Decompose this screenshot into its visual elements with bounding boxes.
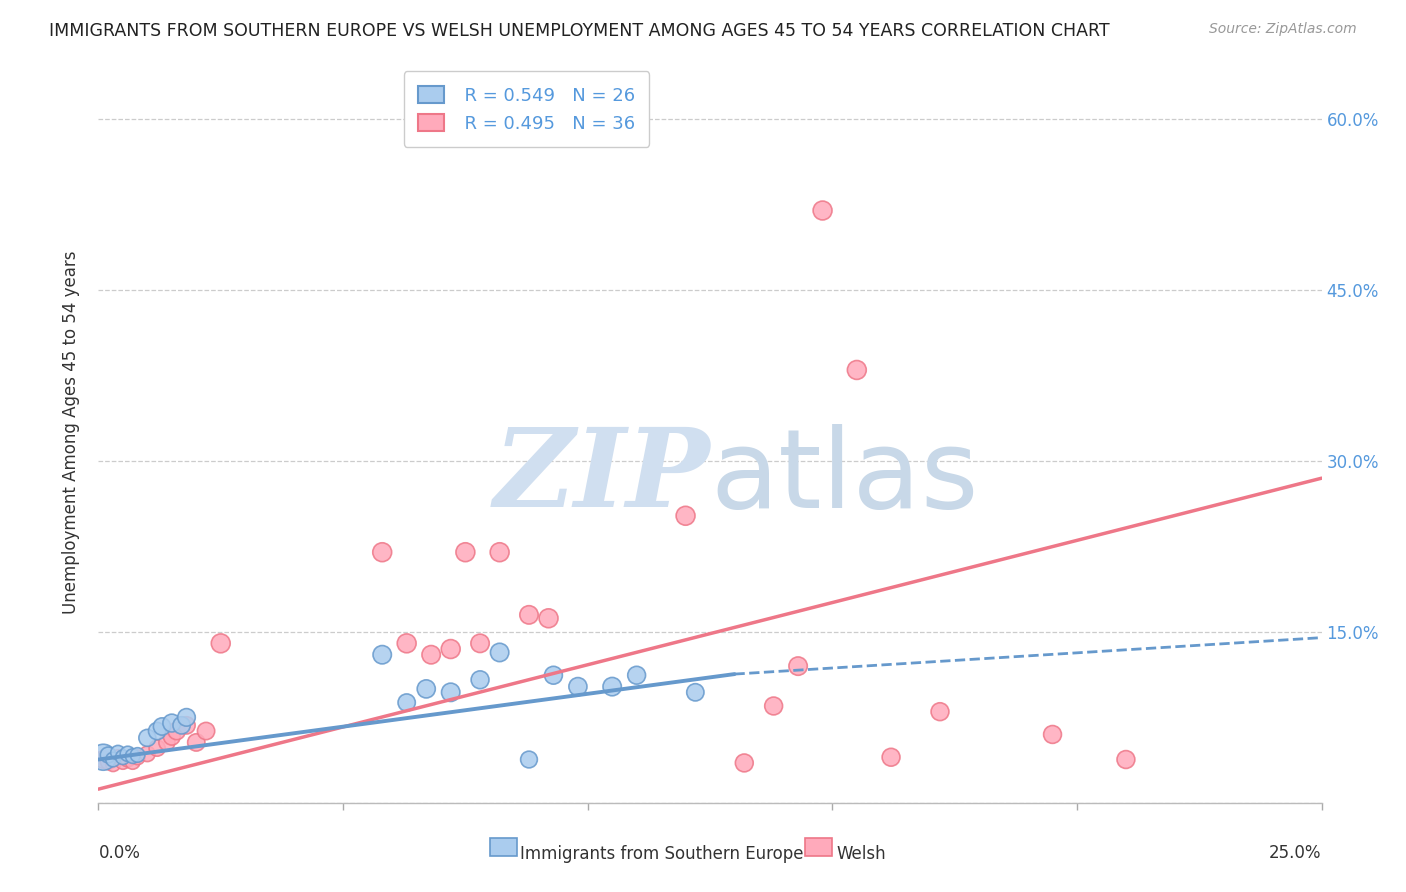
Point — [117, 752, 139, 766]
Point — [176, 718, 198, 732]
Point — [156, 735, 179, 749]
Point — [685, 685, 707, 699]
Point — [166, 724, 188, 739]
Point — [468, 636, 491, 650]
Point — [454, 545, 477, 559]
Legend:   R = 0.549   N = 26,   R = 0.495   N = 36: R = 0.549 N = 26, R = 0.495 N = 36 — [404, 71, 650, 147]
Point — [543, 668, 565, 682]
Point — [811, 203, 834, 218]
Point — [91, 752, 114, 766]
Point — [845, 363, 868, 377]
Point — [195, 724, 218, 739]
Point — [170, 718, 193, 732]
Point — [1042, 727, 1064, 741]
Point — [136, 747, 159, 761]
Point — [160, 730, 183, 744]
Point — [440, 685, 463, 699]
Point — [440, 642, 463, 657]
Point — [127, 750, 149, 764]
Point — [488, 645, 510, 659]
Point — [146, 724, 169, 739]
Point — [1115, 752, 1137, 766]
Text: 25.0%: 25.0% — [1270, 844, 1322, 862]
Point — [517, 607, 540, 622]
Point — [111, 755, 134, 769]
Point — [150, 719, 173, 733]
Text: Welsh: Welsh — [837, 845, 886, 863]
Point — [101, 757, 124, 772]
Point — [107, 750, 129, 764]
Text: atlas: atlas — [710, 424, 979, 531]
Point — [675, 508, 697, 523]
Point — [186, 735, 208, 749]
Bar — [806, 838, 832, 856]
Point — [117, 747, 139, 761]
Point — [626, 668, 648, 682]
Point — [567, 680, 589, 694]
Point — [127, 747, 149, 762]
Point — [395, 696, 418, 710]
Point — [91, 750, 114, 764]
Point — [111, 750, 134, 764]
Point — [97, 755, 120, 769]
Point — [880, 750, 903, 764]
Point — [600, 680, 623, 694]
Point — [517, 752, 540, 766]
Point — [121, 755, 143, 769]
Point — [121, 749, 143, 764]
Point — [395, 636, 418, 650]
Point — [787, 659, 810, 673]
Point — [101, 752, 124, 766]
Point — [136, 731, 159, 745]
Point — [209, 636, 232, 650]
Text: Immigrants from Southern Europe: Immigrants from Southern Europe — [520, 845, 804, 863]
Point — [468, 673, 491, 687]
Point — [371, 648, 394, 662]
Point — [107, 746, 129, 760]
Bar — [489, 838, 517, 856]
Point — [176, 710, 198, 724]
Point — [537, 611, 560, 625]
Point — [160, 716, 183, 731]
Point — [146, 741, 169, 756]
Y-axis label: Unemployment Among Ages 45 to 54 years: Unemployment Among Ages 45 to 54 years — [62, 251, 80, 615]
Point — [488, 545, 510, 559]
Text: IMMIGRANTS FROM SOUTHERN EUROPE VS WELSH UNEMPLOYMENT AMONG AGES 45 TO 54 YEARS : IMMIGRANTS FROM SOUTHERN EUROPE VS WELSH… — [49, 22, 1109, 40]
Point — [420, 648, 443, 662]
Point — [97, 747, 120, 762]
Text: ZIP: ZIP — [494, 424, 710, 531]
Point — [733, 756, 755, 770]
Point — [762, 698, 785, 713]
Point — [415, 681, 437, 696]
Point — [929, 705, 952, 719]
Point — [371, 545, 394, 559]
Text: Source: ZipAtlas.com: Source: ZipAtlas.com — [1209, 22, 1357, 37]
Text: 0.0%: 0.0% — [98, 844, 141, 862]
